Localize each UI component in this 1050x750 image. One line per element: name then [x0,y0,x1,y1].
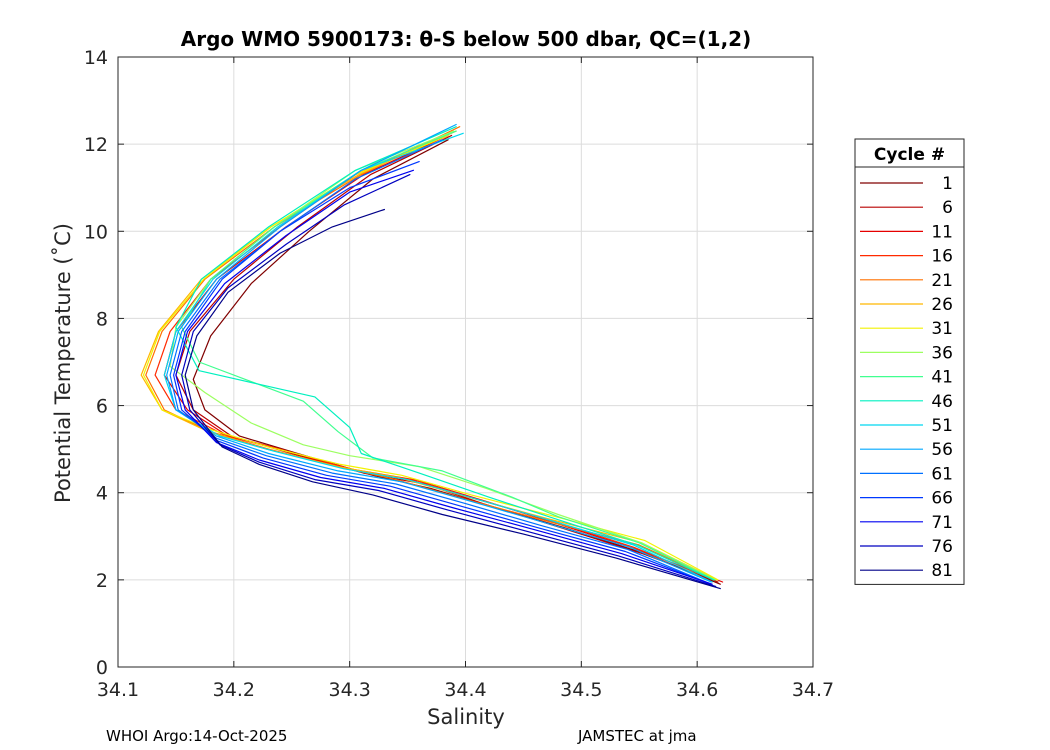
series-layer [140,123,724,590]
series-line-cycle-26 [140,130,718,581]
series-line-cycle-46 [175,126,715,581]
y-tick-label: 2 [96,570,108,592]
y-tick-label: 12 [84,134,108,156]
legend-label-61: 61 [931,464,953,484]
grid [118,57,813,667]
legend-label-36: 36 [931,343,953,363]
series-line-cycle-51 [163,132,713,583]
legend-title: Cycle # [874,145,945,165]
series-line-cycle-31 [142,134,719,581]
x-tick-label: 34.1 [97,679,139,701]
series-line-cycle-41 [181,130,716,581]
y-tick-label: 10 [84,221,108,243]
y-tick-label: 8 [96,308,108,330]
y-axis-label: Potential Temperature (˚C) [51,223,75,503]
series-line-cycle-36 [169,130,717,581]
y-tick-label: 6 [96,396,108,418]
x-tick-label: 34.4 [444,679,486,701]
footer-left: WHOI Argo:14-Oct-2025 [106,727,287,745]
legend-label-6: 6 [942,198,953,218]
x-tick-label: 34.7 [792,679,834,701]
series-line-cycle-21 [145,126,717,581]
legend-label-81: 81 [931,561,953,581]
x-tick-label: 34.3 [329,679,371,701]
legend-label-11: 11 [931,222,953,242]
legend-label-26: 26 [931,295,953,315]
series-line-cycle-66 [173,161,712,585]
x-tick-label: 34.6 [676,679,718,701]
legend-label-56: 56 [931,440,953,460]
legend-label-21: 21 [931,271,953,291]
series-line-cycle-81 [184,208,721,590]
series-line-cycle-16 [154,134,716,581]
legend-label-51: 51 [931,416,953,436]
series-line-cycle-71 [175,169,713,585]
legend-label-66: 66 [931,489,953,509]
legend-label-76: 76 [931,537,953,557]
footer-right: JAMSTEC at jma [577,727,697,745]
chart-title: Argo WMO 5900173: θ-S below 500 dbar, QC… [181,27,751,51]
legend-label-71: 71 [931,513,953,533]
y-tick-label: 0 [96,657,108,679]
axis-ticks: 34.1 34.2 34.3 34.4 34.5 34.6 34.7 0 2 4 6 8 10 12 14 [84,47,834,701]
legend-label-16: 16 [931,247,953,267]
y-tick-label: 14 [84,47,108,69]
legend-label-31: 31 [931,319,953,339]
legend-label-1: 1 [942,174,953,194]
x-tick-label: 34.5 [560,679,602,701]
x-tick-label: 34.2 [213,679,255,701]
series-line-cycle-56 [166,123,712,583]
y-tick-label: 4 [96,483,108,505]
legend-box [854,138,965,585]
series-line-cycle-61 [169,139,712,585]
legend-label-41: 41 [931,368,953,388]
x-axis-label: Salinity [427,705,505,729]
legend-label-46: 46 [931,392,953,412]
